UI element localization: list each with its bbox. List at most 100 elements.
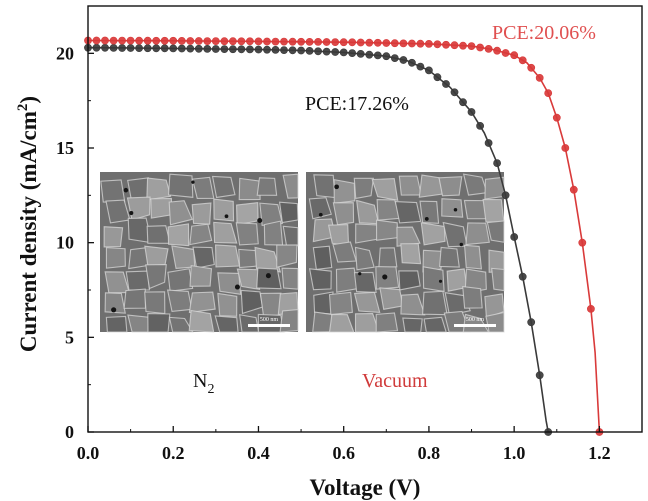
sem-grain bbox=[420, 222, 446, 246]
sem-pore bbox=[111, 307, 117, 313]
series-2-point bbox=[424, 40, 433, 48]
series-2-point bbox=[535, 74, 544, 82]
series-2-point bbox=[271, 37, 280, 46]
series-1-point bbox=[220, 45, 229, 53]
sem-grain bbox=[465, 222, 490, 246]
sem-grain bbox=[308, 268, 332, 291]
series-2-point bbox=[288, 37, 297, 46]
series-2-point bbox=[263, 37, 271, 46]
sem-grain bbox=[281, 267, 299, 290]
series-2-point bbox=[518, 56, 527, 65]
sem-grain bbox=[127, 314, 151, 333]
sem-grain bbox=[259, 202, 284, 226]
series-2-point bbox=[254, 37, 263, 46]
sem-grain bbox=[379, 287, 404, 310]
sem-grain bbox=[419, 200, 440, 224]
x-tick-label: 0.8 bbox=[418, 443, 441, 463]
series-1-point bbox=[126, 44, 135, 52]
sem-grain bbox=[438, 176, 463, 197]
series-1-point bbox=[467, 108, 476, 116]
series-2-point bbox=[459, 41, 467, 50]
sem-grain bbox=[375, 312, 399, 333]
series-2-point bbox=[373, 38, 382, 47]
sem-grain bbox=[328, 313, 355, 333]
axes bbox=[87, 5, 643, 433]
series-2-point bbox=[143, 36, 152, 45]
sem-image-2: 500 nm bbox=[306, 172, 505, 333]
sem-grain bbox=[332, 202, 355, 226]
series-1-point bbox=[442, 80, 450, 88]
series-2-point bbox=[126, 36, 135, 45]
scale-bar bbox=[454, 324, 496, 327]
sem-grain bbox=[213, 221, 238, 244]
x-tick-label: 0.0 bbox=[77, 443, 100, 463]
sem-grain bbox=[276, 244, 298, 268]
sem-grain bbox=[189, 264, 213, 287]
series-1-point bbox=[237, 45, 246, 54]
series-1-point bbox=[211, 45, 220, 53]
y-axis-title-main: Current density (mA/cm bbox=[16, 111, 41, 352]
series-1-point bbox=[416, 62, 425, 71]
series-2-point bbox=[186, 37, 195, 45]
series-1-point bbox=[501, 191, 510, 200]
series-2-point bbox=[152, 36, 161, 45]
series-1-point bbox=[459, 98, 467, 107]
series-1-point bbox=[228, 45, 237, 54]
sem-grain bbox=[398, 270, 421, 291]
sem-grain bbox=[168, 316, 194, 333]
series-2-point bbox=[220, 37, 229, 46]
series-2-point bbox=[169, 36, 178, 45]
sem-grain bbox=[256, 177, 278, 196]
y-tick-label: 20 bbox=[56, 43, 74, 63]
series-1-point bbox=[288, 46, 297, 55]
sem-grain bbox=[371, 177, 399, 202]
sem-pore bbox=[334, 184, 339, 190]
sem-grain bbox=[147, 313, 171, 333]
sem-grain bbox=[482, 198, 505, 223]
series-2-point bbox=[203, 37, 212, 45]
series-1-point bbox=[365, 50, 374, 59]
sem-grain bbox=[463, 244, 483, 270]
series-1-point bbox=[271, 46, 280, 54]
sem-grain bbox=[191, 202, 212, 225]
series-2-point bbox=[101, 36, 109, 45]
series-points bbox=[84, 36, 604, 436]
series-1-point bbox=[143, 44, 152, 53]
sem-grain bbox=[486, 220, 505, 243]
series-2-point bbox=[484, 45, 493, 53]
sem-pore bbox=[424, 217, 429, 221]
series-1-point bbox=[152, 44, 161, 53]
y-tick-label: 10 bbox=[56, 233, 74, 253]
sem-grain bbox=[328, 291, 353, 316]
x-tick-label: 1.0 bbox=[503, 443, 526, 463]
series-2-point bbox=[390, 39, 399, 48]
sem-grain bbox=[378, 247, 398, 270]
sem-grain bbox=[396, 226, 421, 247]
y-axis-title: Current density (mA/cm2) bbox=[15, 96, 41, 352]
series-1-point bbox=[186, 44, 195, 53]
sem-grain bbox=[105, 247, 126, 269]
sem-grain bbox=[313, 174, 336, 199]
sem-grain bbox=[375, 219, 399, 241]
inset-label-n2-main: N bbox=[193, 370, 207, 392]
sem-grain bbox=[192, 246, 215, 269]
series-2-point bbox=[237, 37, 246, 46]
series-2-point bbox=[399, 39, 408, 48]
series-1-point bbox=[373, 51, 382, 60]
series-2-point bbox=[297, 37, 305, 46]
sem-pore bbox=[358, 272, 362, 276]
sem-grain bbox=[188, 309, 215, 333]
sem-pore bbox=[191, 180, 195, 184]
series-2-point bbox=[118, 36, 126, 45]
series-2-point bbox=[305, 38, 314, 46]
sem-grain bbox=[238, 314, 260, 333]
sem-grain bbox=[215, 244, 241, 268]
series-1-point bbox=[510, 233, 519, 241]
sem-grain bbox=[123, 288, 147, 309]
sem-grain bbox=[263, 220, 284, 246]
y-axis-title-end: ) bbox=[16, 96, 41, 104]
sem-grain bbox=[335, 267, 359, 293]
sem-grain bbox=[441, 198, 464, 218]
sem-grain bbox=[217, 292, 238, 317]
series-1-point bbox=[203, 45, 212, 53]
